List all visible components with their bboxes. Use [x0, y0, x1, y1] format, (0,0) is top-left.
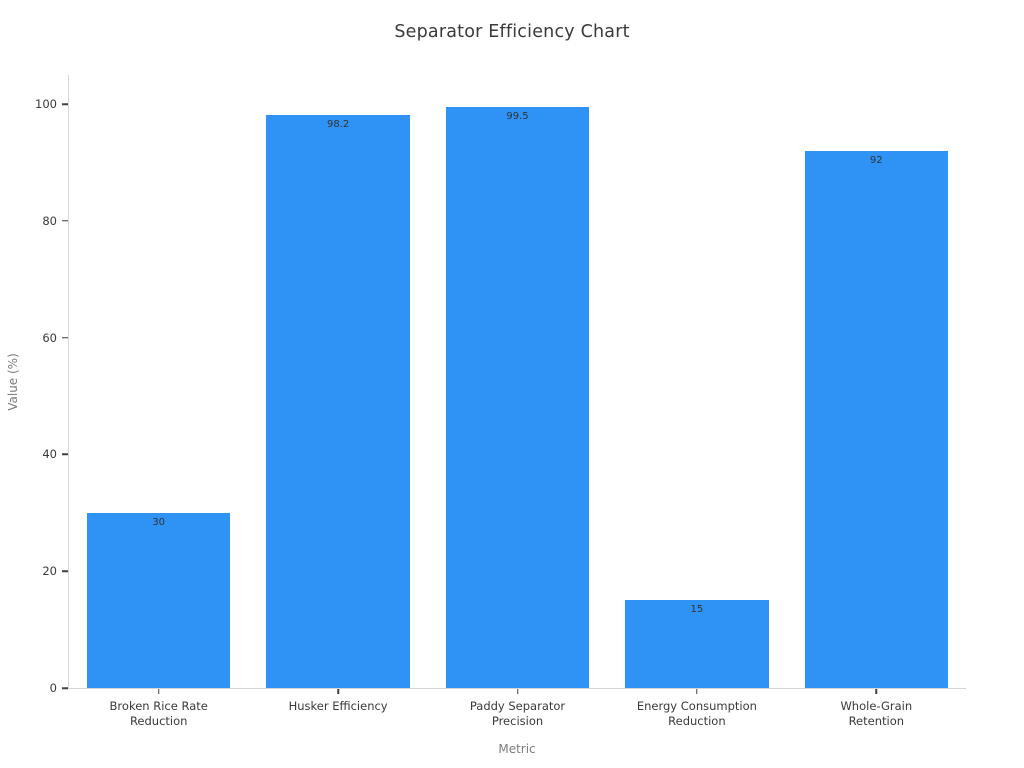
x-tick-label-line: Whole-Grain	[840, 699, 913, 713]
y-tick	[62, 570, 68, 572]
x-tick-label-line: Reduction	[668, 714, 726, 728]
y-tick-label: 0	[49, 681, 57, 695]
x-tick-label-line: Precision	[491, 714, 544, 728]
x-tick	[696, 689, 698, 694]
bar-value-label: 98.2	[326, 118, 350, 130]
x-tick	[875, 689, 878, 694]
y-tick-label: 80	[42, 213, 57, 228]
x-tick-label-line: Reduction	[129, 714, 188, 728]
chart-title: Separator Efficiency Chart	[394, 22, 630, 42]
x-tick-label: Broken Rice Rate Reduction	[110, 699, 208, 729]
x-tick	[157, 689, 160, 694]
y-tick	[62, 336, 68, 339]
bar	[266, 114, 410, 688]
x-axis-label: Metric	[498, 742, 536, 756]
x-tick-label: Paddy Separator Precision	[470, 699, 565, 729]
plot-area: 0 20 40 60 80 100 30 Broken Rice Rate Reduction 9…	[35, 75, 966, 728]
bar	[625, 600, 769, 688]
x-tick-label: Husker Efficiency	[289, 699, 388, 714]
bar-value-label: 99.5	[506, 111, 529, 123]
bar	[86, 512, 231, 688]
x-tick-label: Whole-Grain Retention	[840, 699, 912, 729]
y-tick	[62, 220, 68, 222]
bar-value-label: 30	[152, 516, 166, 528]
y-tick-label: 20	[42, 564, 57, 579]
x-tick-label-line: Paddy Separator	[469, 699, 566, 713]
y-tick-label: 60	[42, 330, 57, 345]
y-tick	[62, 453, 68, 456]
y-axis-label: Value (%)	[6, 353, 20, 411]
y-tick-label: 100	[35, 97, 57, 112]
x-tick-label: Energy Consumption Reduction	[637, 699, 757, 729]
y-tick	[62, 103, 68, 105]
bar	[804, 150, 949, 688]
x-tick	[516, 689, 519, 694]
x-tick-label-line: Energy Consumption	[636, 699, 757, 713]
y-tick-label: 40	[42, 447, 57, 462]
bar-value-label: 15	[690, 604, 704, 616]
x-tick-label-line: Retention	[848, 714, 905, 728]
x-tick	[337, 689, 339, 694]
x-tick-label-line: Broken Rice Rate	[109, 699, 208, 713]
bar	[445, 107, 590, 688]
y-tick	[62, 687, 68, 689]
x-tick-label-line: Husker Efficiency	[288, 699, 388, 713]
bar-value-label: 92	[869, 154, 883, 166]
